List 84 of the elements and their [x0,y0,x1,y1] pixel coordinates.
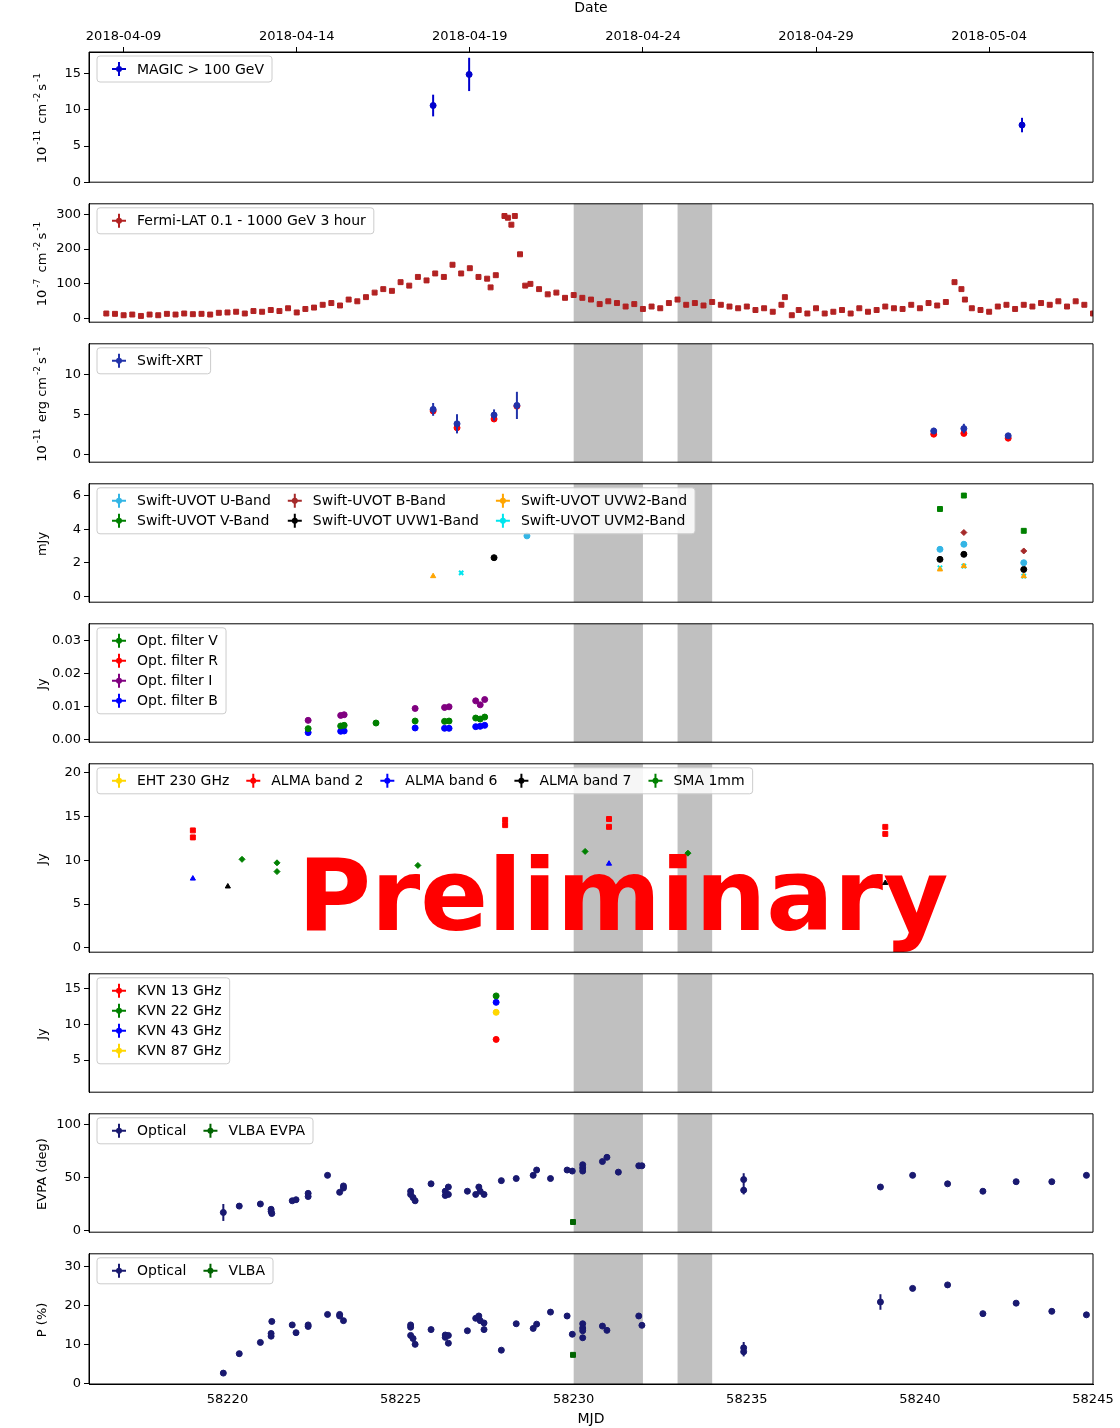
y-axis-title: mJy [34,531,49,557]
x2-tick-label: 2018-04-24 [605,27,681,43]
y-tick-label: 10 [64,365,81,381]
legend-label: EHT 230 GHz [137,772,230,789]
legend-label: Optical [137,1262,187,1279]
y-tick-label: 6 [72,486,81,502]
legend-label: Swift-UVOT UVW2-Band [520,492,688,509]
y-tick-label: 10 [64,1015,81,1031]
y-tick-label: 20 [64,1296,81,1312]
y-axis-title: 10-11 cm-2s-1 [32,72,49,164]
y-tick-label: 10 [64,851,81,867]
legend-label: Swift-UVOT UVM2-Band [520,512,686,529]
x2-axis-title: Date [574,0,608,16]
y-tick-label: 0 [72,1374,81,1390]
y-tick-label: 15 [64,807,81,823]
y-tick-label: 0.02 [52,664,81,680]
x-tick-label: 58240 [899,1391,941,1407]
legend-label: Opt. filter B [137,692,218,709]
y-tick-label: 0.00 [52,730,81,746]
y-tick-label: 15 [64,980,81,996]
legend-label: Swift-UVOT UVW1-Band [312,512,479,529]
y-tick-label: 0.03 [52,631,81,647]
y-tick-label: 100 [56,275,81,291]
y-tick-label: 100 [56,1115,81,1131]
legend-label: MAGIC > 100 GeV [137,60,265,77]
y-tick-label: 2 [72,554,81,570]
y-tick-label: 0 [72,1221,81,1237]
y-tick-label: 5 [72,137,81,153]
y-tick-label: 15 [64,65,81,81]
y-tick-label: 5 [72,405,81,421]
x-tick-label: 58225 [379,1391,422,1407]
y-tick-label: 0 [72,173,81,189]
y-tick-label: 0 [72,310,81,326]
legend-label: Swift-UVOT V-Band [137,512,270,529]
legend-label: ALMA band 6 [405,772,498,789]
legend-label: KVN 22 GHz [137,1002,222,1019]
y-tick-label: 30 [64,1258,81,1273]
y-axis-title: P (%) [34,1302,49,1338]
y-tick-label: 20 [64,763,81,779]
y-tick-label: 50 [64,1168,81,1184]
legend-label: Optical [137,1122,187,1139]
y-tick-label: 0 [72,939,81,955]
y-tick-label: 10 [64,101,81,117]
y-axis-title: EVPA (deg) [34,1138,49,1210]
legend-label: KVN 87 GHz [137,1042,222,1059]
y-tick-label: 10 [64,1335,81,1351]
legend-label: VLBA EVPA [228,1122,306,1139]
legend-label: Swift-UVOT B-Band [312,492,446,509]
x2-tick-label: 2018-04-09 [85,27,162,43]
y-tick-label: 200 [56,240,81,256]
legend-label: VLBA [228,1262,266,1279]
legend-label: Opt. filter R [137,652,219,669]
y-tick-label: 5 [72,895,81,911]
legend-label: ALMA band 2 [271,772,364,789]
y-axis-title: Jy [34,677,49,691]
y-axis-title: 10-7 cm-2s-1 [32,221,49,307]
y-axis-title: 10-11 erg cm-2s-1 [32,346,49,462]
x2-tick-label: 2018-04-19 [432,27,508,43]
legend-label: KVN 13 GHz [137,982,222,999]
x2-tick-label: 2018-04-29 [778,27,854,43]
annotation: Preliminary [297,837,949,955]
y-axis-title: Jy [34,1027,49,1041]
y-tick-label: 4 [72,520,81,536]
legend-label: Swift-XRT [137,352,204,369]
x-tick-label: 58220 [206,1391,249,1407]
y-tick-label: 300 [56,205,81,221]
y-tick-label: 0 [72,587,81,603]
x-tick-label: 58230 [553,1391,595,1407]
legend-label: KVN 43 GHz [137,1022,222,1039]
x2-tick-label: 2018-04-14 [258,27,335,43]
x-tick-label: 58245 [1072,1391,1114,1407]
legend-label: ALMA band 7 [539,772,632,789]
legend-label: Opt. filter V [137,632,219,649]
legend-label: Swift-UVOT U-Band [137,492,271,509]
x-tick-label: 58235 [726,1391,768,1407]
legend-label: Opt. filter I [137,672,213,689]
legend-label: SMA 1mm [673,772,745,789]
y-tick-label: 0 [72,445,81,461]
y-tick-label: 0.01 [52,697,81,713]
y-axis-title: Jy [34,852,49,866]
x-axis-title: MJD [577,1410,605,1427]
y-tick-label: 5 [72,1051,81,1067]
legend-label: Fermi-LAT 0.1 - 1000 GeV 3 hour [137,212,367,229]
x2-tick-label: 2018-05-04 [951,27,1027,43]
